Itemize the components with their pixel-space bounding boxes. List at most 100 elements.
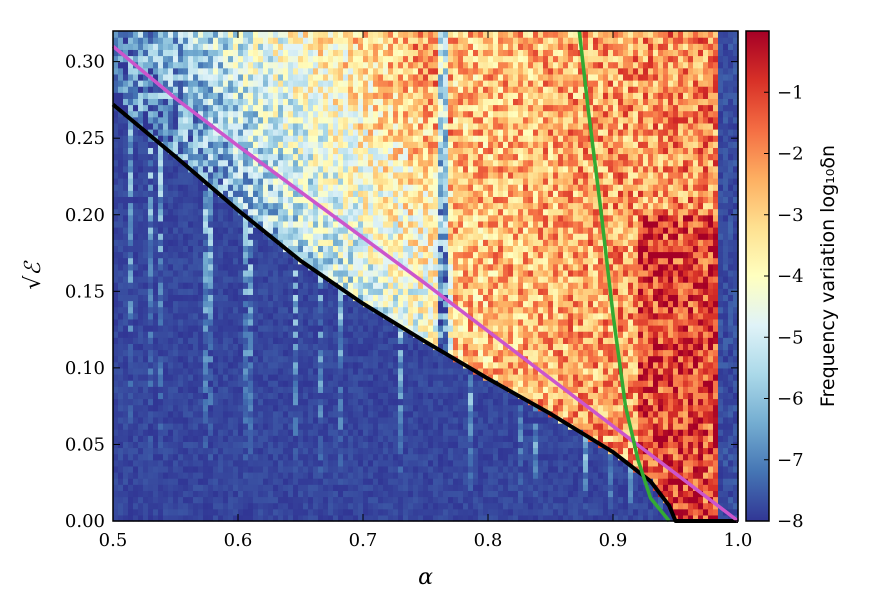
- heatmap-cell: [423, 453, 429, 461]
- heatmap-cell: [123, 251, 129, 259]
- heatmap-cell: [283, 325, 289, 332]
- heatmap-cell: [168, 423, 174, 430]
- heatmap-cell: [168, 361, 174, 369]
- heatmap-cell: [158, 184, 164, 191]
- heatmap-cell: [118, 178, 124, 185]
- heatmap-cell: [288, 337, 294, 344]
- heatmap-cell: [118, 410, 124, 418]
- heatmap-cell: [198, 55, 204, 63]
- heatmap-cell: [188, 43, 194, 50]
- heatmap-cell: [258, 116, 264, 124]
- heatmap-cell: [228, 276, 234, 283]
- heatmap-cell: [348, 122, 354, 130]
- heatmap-cell: [358, 122, 364, 130]
- heatmap-cell: [398, 465, 404, 473]
- heatmap-cell: [348, 153, 354, 161]
- heatmap-cell: [183, 178, 189, 185]
- heatmap-cell: [333, 153, 339, 161]
- heatmap-cell: [408, 514, 414, 522]
- heatmap-cell: [158, 441, 164, 449]
- heatmap-cell: [263, 490, 269, 498]
- heatmap-cell: [248, 98, 254, 106]
- heatmap-cell: [368, 465, 374, 473]
- heatmap-cell: [233, 416, 239, 424]
- heatmap-cell: [258, 325, 264, 332]
- heatmap-cell: [208, 171, 214, 179]
- heatmap-cell: [413, 343, 419, 351]
- heatmap-cell: [178, 435, 184, 442]
- heatmap-cell: [243, 502, 249, 510]
- heatmap-cell: [118, 202, 124, 210]
- heatmap-cell: [323, 306, 329, 314]
- heatmap-cell: [148, 98, 154, 106]
- heatmap-cell: [183, 153, 189, 161]
- heatmap-cell: [213, 349, 219, 357]
- heatmap-cell: [393, 165, 399, 173]
- heatmap-cell: [268, 49, 274, 57]
- heatmap-cell: [348, 92, 354, 99]
- heatmap-cell: [203, 129, 209, 136]
- heatmap-cell: [183, 496, 189, 504]
- heatmap-cell: [143, 67, 149, 75]
- heatmap-cell: [378, 459, 384, 467]
- heatmap-cell: [358, 98, 364, 106]
- heatmap-cell: [328, 374, 334, 381]
- heatmap-cell: [388, 233, 394, 240]
- heatmap-cell: [233, 110, 239, 118]
- heatmap-cell: [308, 514, 314, 522]
- heatmap-cell: [408, 343, 414, 351]
- heatmap-cell: [283, 306, 289, 314]
- heatmap-cell: [328, 404, 334, 412]
- heatmap-cell: [163, 92, 169, 99]
- heatmap-cell: [143, 135, 149, 142]
- heatmap-cell: [238, 508, 244, 516]
- heatmap-cell: [308, 435, 314, 442]
- heatmap-cell: [423, 300, 429, 308]
- heatmap-cell: [148, 331, 154, 338]
- heatmap-cell: [318, 214, 324, 222]
- heatmap-cell: [323, 159, 329, 167]
- heatmap-cell: [323, 31, 329, 38]
- heatmap-cell: [143, 98, 149, 106]
- heatmap-cell: [143, 86, 149, 93]
- heatmap-cell: [278, 159, 284, 167]
- heatmap-cell: [413, 490, 419, 498]
- heatmap-cell: [153, 276, 159, 283]
- heatmap-cell: [333, 86, 339, 93]
- heatmap-cell: [263, 398, 269, 406]
- heatmap-cell: [303, 220, 309, 228]
- heatmap-cell: [338, 73, 344, 81]
- heatmap-cell: [203, 227, 209, 234]
- heatmap-cell: [233, 514, 239, 522]
- heatmap-cell: [238, 135, 244, 142]
- heatmap-cell: [283, 141, 289, 148]
- heatmap-cell: [193, 318, 199, 326]
- heatmap-cell: [148, 67, 154, 75]
- heatmap-cell: [178, 116, 184, 124]
- heatmap-cell: [178, 306, 184, 314]
- heatmap-cell: [133, 453, 139, 461]
- heatmap-cell: [293, 398, 299, 406]
- heatmap-cell: [413, 423, 419, 430]
- heatmap-cell: [253, 202, 259, 210]
- heatmap-cell: [208, 490, 214, 498]
- heatmap-cell: [193, 514, 199, 522]
- heatmap-cell: [133, 55, 139, 63]
- heatmap-cell: [148, 380, 154, 387]
- heatmap-cell: [113, 404, 119, 412]
- heatmap-cell: [318, 349, 324, 357]
- heatmap-cell: [273, 196, 279, 204]
- heatmap-cell: [413, 447, 419, 455]
- heatmap-cell: [133, 416, 139, 424]
- heatmap-cell: [178, 153, 184, 161]
- heatmap-cell: [118, 416, 124, 424]
- heatmap-cell: [348, 386, 354, 393]
- heatmap-cell: [323, 478, 329, 485]
- heatmap-cell: [133, 355, 139, 363]
- heatmap-cell: [393, 92, 399, 99]
- heatmap-cell: [248, 276, 254, 283]
- heatmap-cell: [328, 502, 334, 510]
- heatmap-cell: [283, 392, 289, 400]
- heatmap-cell: [418, 214, 424, 222]
- heatmap-cell: [343, 465, 349, 473]
